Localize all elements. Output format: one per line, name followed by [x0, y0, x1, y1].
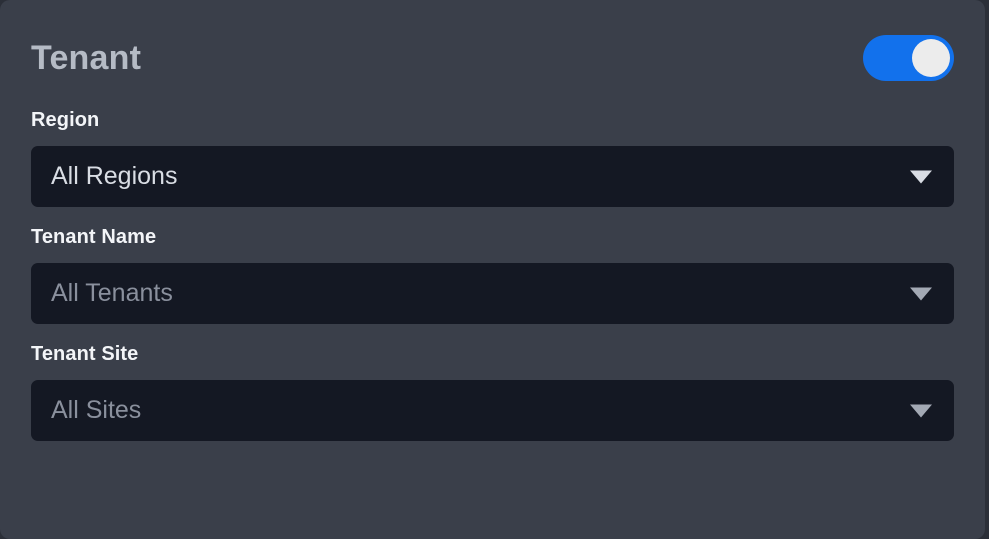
- field-label-tenant-site: Tenant Site: [31, 343, 139, 365]
- tenant-enabled-toggle[interactable]: [863, 35, 954, 81]
- region-select[interactable]: All Regions: [31, 146, 954, 207]
- field-label-region: Region: [31, 109, 100, 131]
- field-tenant-site: Tenant Site All Sites: [31, 344, 954, 441]
- panel-header: Tenant: [31, 0, 954, 110]
- field-tenant-name: Tenant Name All Tenants: [31, 227, 954, 324]
- tenant-name-select[interactable]: All Tenants: [31, 263, 954, 324]
- region-select-value: All Regions: [51, 164, 178, 189]
- tenant-name-select-value: All Tenants: [51, 281, 173, 306]
- toggle-knob-icon: [912, 39, 950, 77]
- chevron-down-icon: [910, 170, 932, 183]
- tenant-site-select[interactable]: All Sites: [31, 380, 954, 441]
- tenant-site-select-value: All Sites: [51, 398, 142, 423]
- chevron-down-icon: [910, 404, 932, 417]
- page-title: Tenant: [31, 39, 142, 77]
- field-label-tenant-name: Tenant Name: [31, 226, 157, 248]
- field-region: Region All Regions: [31, 110, 954, 207]
- chevron-down-icon: [910, 287, 932, 300]
